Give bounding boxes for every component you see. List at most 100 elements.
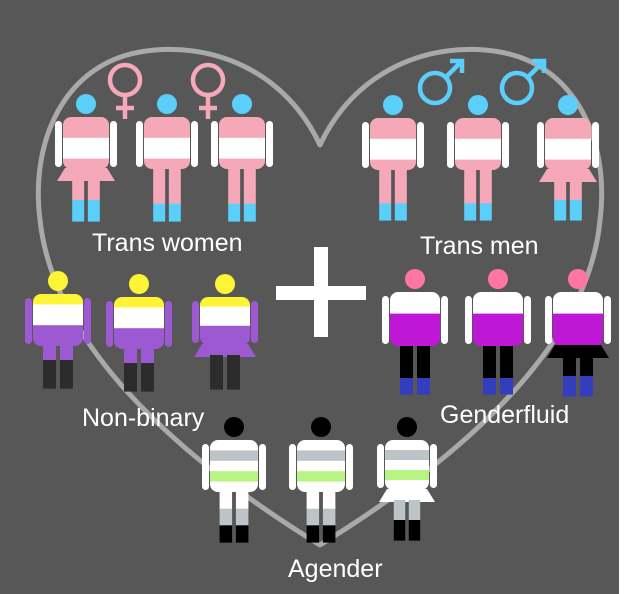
leg (153, 169, 166, 187)
leg (219, 525, 233, 543)
arm (110, 121, 117, 167)
leg (483, 378, 496, 395)
torso (200, 297, 250, 345)
leg (500, 378, 513, 395)
leg (464, 186, 477, 204)
heart-outline (35, 46, 605, 548)
head (383, 95, 403, 115)
figure-trans-woman (136, 94, 198, 222)
leg (479, 186, 492, 204)
arm (502, 122, 509, 168)
figure-non-binary (192, 274, 258, 390)
leg (210, 355, 223, 390)
arm (524, 296, 531, 344)
label-trans-men: Trans men (420, 232, 539, 260)
leg (379, 186, 392, 204)
label-genderfluid: Genderfluid (440, 401, 570, 429)
leg (124, 363, 137, 378)
torso (114, 297, 164, 349)
leg (394, 186, 407, 204)
leg (500, 346, 513, 363)
leg (400, 378, 413, 395)
torso (473, 292, 523, 346)
leg (168, 186, 181, 205)
head (232, 94, 252, 114)
leg (394, 203, 407, 221)
torso (33, 294, 83, 346)
head (129, 274, 149, 294)
figure-trans-woman (211, 94, 273, 222)
leg (168, 169, 181, 187)
leg (500, 362, 513, 379)
arm (430, 444, 437, 488)
leg (228, 203, 241, 222)
leg (87, 179, 100, 201)
figure-agender (377, 417, 437, 541)
leg (417, 378, 430, 395)
arm (289, 444, 296, 490)
leg (235, 492, 249, 510)
skirt (194, 344, 256, 357)
leg (322, 508, 336, 526)
torso (390, 292, 440, 346)
arm (259, 444, 266, 490)
figure-genderfluid (382, 269, 448, 395)
torso (385, 440, 429, 490)
arm (592, 122, 599, 168)
torso (370, 118, 416, 170)
arm (165, 301, 172, 347)
head (488, 269, 508, 289)
torso (297, 440, 345, 492)
arm (84, 298, 91, 344)
head (568, 269, 588, 289)
head (468, 95, 488, 115)
leg (306, 508, 320, 526)
figure-non-binary (25, 271, 91, 389)
leg (60, 360, 73, 375)
torso (63, 117, 109, 169)
torso (144, 117, 190, 169)
female-symbol (107, 62, 143, 119)
torso (553, 292, 603, 346)
figure-genderfluid (465, 269, 531, 395)
plus-sign (276, 247, 366, 337)
leg (464, 203, 477, 221)
leg (563, 376, 576, 397)
leg (554, 200, 567, 221)
arm (604, 296, 611, 344)
leg (479, 170, 492, 188)
leg (306, 492, 320, 510)
leg (219, 508, 233, 526)
torso (219, 117, 265, 169)
head (215, 274, 235, 294)
leg (408, 500, 421, 521)
head (224, 417, 244, 437)
arm (537, 122, 544, 168)
figure-trans-man (537, 95, 599, 221)
figure-trans-woman (55, 94, 117, 222)
arm (362, 122, 369, 168)
leg (153, 203, 166, 222)
head (76, 94, 96, 114)
arm (106, 301, 113, 347)
arm (377, 444, 384, 488)
figure-genderfluid (545, 269, 611, 397)
leg (72, 179, 85, 201)
label-non-binary: Non-binary (82, 404, 205, 432)
arm (441, 296, 448, 344)
torso (545, 118, 591, 170)
head (558, 95, 578, 115)
leg (569, 180, 582, 201)
male-symbol (417, 58, 465, 106)
arm (25, 298, 32, 344)
figure-non-binary (106, 274, 172, 392)
arm (465, 296, 472, 344)
leg (235, 508, 249, 526)
leg (43, 374, 56, 389)
leg (554, 180, 567, 201)
female-symbol (190, 62, 226, 119)
leg (235, 525, 249, 543)
head (397, 417, 417, 437)
